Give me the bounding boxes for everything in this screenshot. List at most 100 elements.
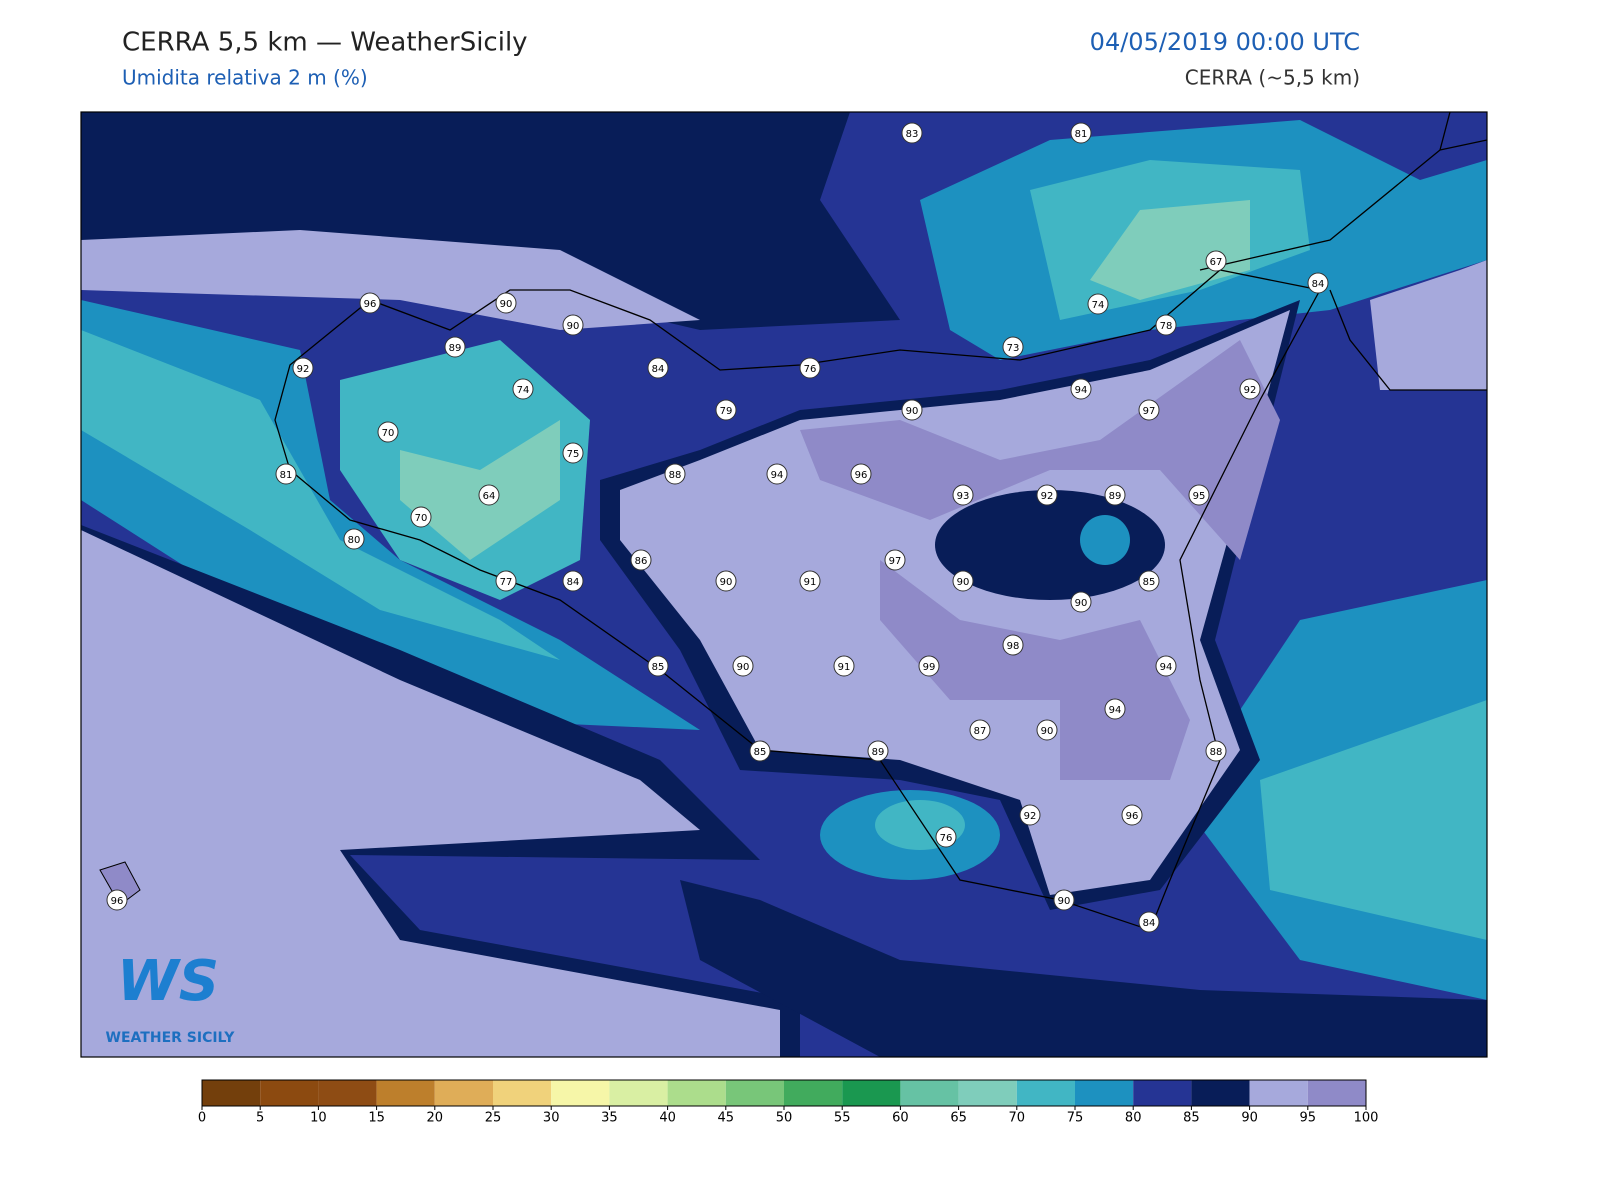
station-value: 96 bbox=[1126, 811, 1139, 822]
station-value: 96 bbox=[364, 299, 377, 310]
colorbar-bin bbox=[434, 1080, 493, 1106]
colorbar-bin bbox=[318, 1080, 377, 1106]
colorbar-tick-label: 30 bbox=[543, 1111, 560, 1126]
station-value: 81 bbox=[280, 470, 293, 481]
station-marker bbox=[732, 655, 754, 677]
colorbar-tick-label: 35 bbox=[601, 1111, 618, 1126]
station-value: 90 bbox=[1041, 726, 1054, 737]
station-marker bbox=[1036, 484, 1058, 506]
colorbar-bin bbox=[609, 1080, 668, 1106]
station-marker bbox=[1138, 399, 1160, 421]
station-value: 90 bbox=[1058, 896, 1071, 907]
colorbar-tick-label: 90 bbox=[1241, 1111, 1258, 1126]
colorbar-tick-label: 85 bbox=[1183, 1111, 1200, 1126]
coastline bbox=[274, 269, 1321, 931]
station-marker bbox=[343, 528, 365, 550]
station-marker bbox=[833, 655, 855, 677]
station-marker bbox=[1307, 272, 1329, 294]
station-marker bbox=[292, 357, 314, 379]
station-marker bbox=[630, 549, 652, 571]
station-value: 99 bbox=[923, 662, 936, 673]
station-marker bbox=[562, 570, 584, 592]
field bbox=[800, 340, 1280, 560]
map bbox=[81, 112, 1487, 1057]
station-value: 94 bbox=[1075, 385, 1088, 396]
station-value: 90 bbox=[720, 577, 733, 588]
title: CERRA 5,5 km — WeatherSicily bbox=[122, 28, 528, 58]
station-value: 90 bbox=[500, 299, 513, 310]
station-value: 88 bbox=[1210, 747, 1223, 758]
station-marker bbox=[918, 655, 940, 677]
station-marker bbox=[799, 570, 821, 592]
station-value: 77 bbox=[500, 577, 513, 588]
station-marker bbox=[1019, 804, 1041, 826]
station-value: 78 bbox=[1160, 321, 1173, 332]
colorbar-tick-label: 20 bbox=[427, 1111, 444, 1126]
station-marker bbox=[1104, 484, 1126, 506]
station-marker bbox=[1138, 570, 1160, 592]
station-marker bbox=[969, 719, 991, 741]
station-marker bbox=[377, 421, 399, 443]
station-value: 73 bbox=[1007, 343, 1020, 354]
field bbox=[81, 530, 780, 1057]
colorbar-tick-label: 50 bbox=[776, 1111, 793, 1126]
station-marker bbox=[1104, 698, 1126, 720]
station-value: 89 bbox=[872, 747, 885, 758]
station-marker bbox=[867, 740, 889, 762]
station-marker bbox=[715, 399, 737, 421]
colorbar-bin bbox=[842, 1080, 901, 1106]
station-value: 74 bbox=[517, 385, 530, 396]
colorbar-bin bbox=[1191, 1080, 1250, 1106]
station-value: 92 bbox=[1041, 491, 1054, 502]
station-value: 80 bbox=[348, 535, 361, 546]
colorbar-bin bbox=[725, 1080, 784, 1106]
colorbar-tick-label: 25 bbox=[485, 1111, 502, 1126]
station-marker bbox=[935, 826, 957, 848]
colorbar-tick-label: 80 bbox=[1125, 1111, 1142, 1126]
colorbar-bin bbox=[202, 1080, 261, 1106]
field bbox=[1090, 200, 1250, 300]
station-marker bbox=[749, 740, 771, 762]
colorbar-tick-label: 65 bbox=[950, 1111, 967, 1126]
station-marker bbox=[884, 549, 906, 571]
station-marker bbox=[799, 357, 821, 379]
colorbar-tick-label: 40 bbox=[659, 1111, 676, 1126]
station-marker bbox=[1053, 889, 1075, 911]
colorbar-tick-label: 5 bbox=[256, 1111, 264, 1126]
station-marker bbox=[512, 378, 534, 400]
station-marker bbox=[1087, 293, 1109, 315]
station-value: 92 bbox=[1244, 385, 1257, 396]
colorbar-bin bbox=[376, 1080, 435, 1106]
station-value: 90 bbox=[1075, 598, 1088, 609]
station-value: 70 bbox=[415, 513, 428, 524]
station-marker bbox=[1155, 314, 1177, 336]
station-marker bbox=[952, 570, 974, 592]
stations: 83 81 67 84 74 78 73 96 90 90 89 92 84 76 74 94 92 79 90 97… bbox=[106, 122, 1329, 933]
station-marker bbox=[562, 314, 584, 336]
subtitle: Umidita relativa 2 m (%) bbox=[122, 66, 368, 90]
colorbar-bin bbox=[493, 1080, 552, 1106]
station-marker bbox=[1070, 378, 1092, 400]
station-value: 92 bbox=[297, 364, 310, 375]
station-value: 64 bbox=[483, 491, 496, 502]
field bbox=[1080, 515, 1130, 565]
station-value: 96 bbox=[855, 470, 868, 481]
station-marker bbox=[1155, 655, 1177, 677]
station-value: 84 bbox=[1312, 279, 1325, 290]
station-marker bbox=[766, 463, 788, 485]
station-marker bbox=[1121, 804, 1143, 826]
station-value: 94 bbox=[1109, 705, 1122, 716]
station-value: 94 bbox=[771, 470, 784, 481]
station-marker bbox=[359, 292, 381, 314]
colorbar-bin bbox=[551, 1080, 610, 1106]
station-marker bbox=[106, 889, 128, 911]
colorbar-bin bbox=[958, 1080, 1017, 1106]
station-marker bbox=[901, 122, 923, 144]
station-value: 85 bbox=[652, 662, 665, 673]
station-marker bbox=[1070, 122, 1092, 144]
station-value: 87 bbox=[974, 726, 987, 737]
station-marker bbox=[562, 442, 584, 464]
colorbar-tick-label: 95 bbox=[1300, 1111, 1317, 1126]
station-marker bbox=[1036, 719, 1058, 741]
station-value: 90 bbox=[737, 662, 750, 673]
